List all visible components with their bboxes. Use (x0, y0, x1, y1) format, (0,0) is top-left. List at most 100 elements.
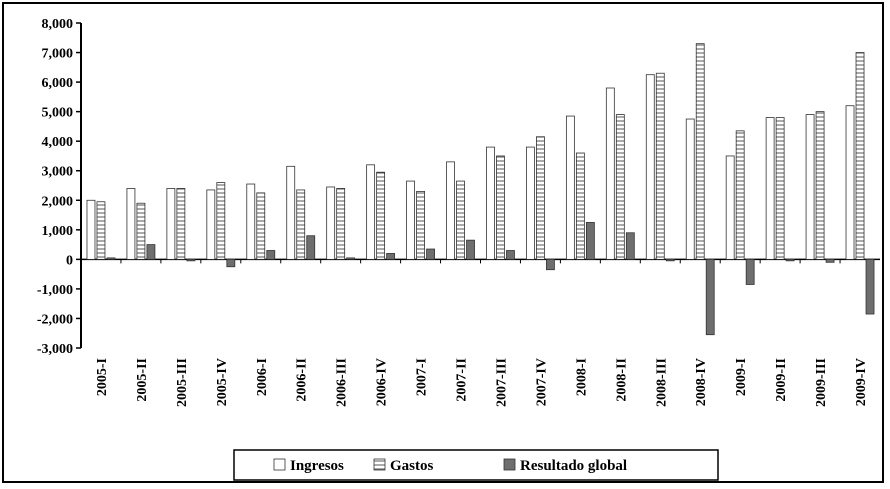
ingresos-bar (765, 117, 775, 260)
y-tick-label: -1,000 (37, 283, 73, 298)
resultado-global-bar (186, 258, 196, 262)
resultado-global-bar (625, 232, 635, 260)
x-tick-label: 2009-IV (854, 358, 869, 406)
resultado-global-bar (506, 250, 515, 260)
x-tick-label: 2005-II (135, 358, 150, 402)
x-axis-ticks: 2005-I 2005-II 2005-III 2005-IV 2006-I 2006-I… (80, 259, 869, 407)
gastos-bar (735, 130, 745, 260)
resultado-global-bar (745, 258, 755, 285)
y-tick-label: -2,000 (37, 312, 73, 327)
resultado-global-bar (865, 258, 875, 315)
ingresos-bar (366, 164, 376, 260)
ingresos-bar (645, 74, 655, 260)
resultado-global-bar (226, 258, 236, 268)
x-tick-label: 2009-III (814, 358, 829, 407)
gastos-bar (655, 72, 665, 260)
ingresos-bar (845, 105, 855, 260)
gastos-bar (815, 111, 825, 260)
ingresos-bar (805, 114, 815, 260)
ingresos-bar (126, 188, 136, 260)
x-tick-label: 2007-III (494, 358, 509, 407)
resultado-global-bar (825, 258, 835, 263)
y-tick-label: 2,000 (42, 194, 74, 209)
resultado-global-bar (106, 257, 116, 260)
ingresos-bar (86, 199, 96, 260)
y-tick-label: 5,000 (42, 106, 74, 121)
gastos-bar (575, 152, 585, 260)
resultado-global-bar (785, 258, 795, 262)
ingresos-bar (486, 146, 495, 260)
x-tick-label: 2008-IV (694, 358, 709, 406)
legend-swatch-gastos (373, 458, 386, 471)
ingresos-bar (286, 165, 296, 260)
axes (80, 23, 880, 348)
resultado-global-bar (146, 244, 156, 260)
gastos-bar (615, 114, 625, 260)
ingresos-bar (565, 115, 575, 260)
x-tick-label: 2006-I (255, 358, 270, 396)
x-tick-label: 2006-III (335, 358, 350, 407)
gastos-bar (296, 189, 306, 260)
ingresos-bar (246, 183, 256, 260)
y-tick-label: 4,000 (42, 135, 74, 150)
legend-swatch-resultado-global (503, 458, 516, 471)
ingresos-bar (605, 87, 615, 260)
ingresos-bar (446, 161, 455, 260)
gastos-bar (855, 52, 865, 260)
legend-box (233, 449, 719, 481)
gastos-bar (96, 201, 106, 260)
resultado-global-bar (665, 258, 675, 262)
legend-label-ingresos: Ingresos (290, 458, 344, 474)
y-tick-label: 3,000 (42, 165, 74, 180)
resultado-global-bar (426, 248, 435, 260)
ingresos-bar (526, 146, 535, 260)
resultado-global-bar (466, 239, 475, 260)
gastos-bar (256, 192, 266, 260)
y-tick-label: 1,000 (42, 224, 74, 239)
legend: Ingresos Gastos Resultado global (233, 449, 719, 481)
gastos-bar (336, 188, 346, 260)
x-tick-label: 2008-III (654, 358, 669, 407)
ingresos-bar (166, 188, 176, 260)
gastos-bar (536, 136, 545, 260)
gastos-bar (496, 155, 505, 260)
ingresos-bar (406, 180, 415, 260)
x-tick-label: 2005-III (175, 358, 190, 407)
gastos-bar (136, 202, 146, 260)
x-tick-label: 2009-II (774, 358, 789, 402)
ingresos-bar (685, 118, 695, 260)
x-tick-label: 2008-I (574, 358, 589, 396)
gastos-bar (216, 182, 226, 260)
y-axis-ticks: -3,000 -2,000 -1,000 0 1,000 2,000 3,000 4,000 5… (37, 17, 81, 357)
gastos-bar (376, 171, 386, 260)
resultado-global-bar (306, 235, 316, 260)
legend-label-gastos: Gastos (390, 458, 434, 474)
ingresos-bar (725, 155, 735, 260)
bars (86, 43, 875, 336)
legend-label-resultado-global: Resultado global (520, 458, 627, 474)
x-tick-label: 2007-IV (534, 358, 549, 406)
x-tick-label: 2006-IV (375, 358, 390, 406)
x-tick-label: 2006-II (295, 358, 310, 402)
x-tick-label: 2005-I (95, 358, 110, 396)
y-tick-label: 6,000 (42, 76, 74, 91)
x-tick-label: 2005-IV (215, 358, 230, 406)
gastos-bar (456, 180, 465, 260)
x-tick-label: 2007-II (455, 358, 470, 402)
resultado-global-bar (266, 250, 276, 260)
x-tick-label: 2009-I (734, 358, 749, 396)
gastos-bar (416, 191, 425, 260)
resultado-global-bar (705, 258, 715, 336)
x-tick-label: 2007-I (415, 358, 430, 396)
y-tick-label: -3,000 (37, 342, 73, 357)
gastos-bar (695, 43, 705, 260)
gastos-bar (775, 117, 785, 260)
gastos-bar (176, 188, 186, 260)
x-tick-label: 2008-II (614, 358, 629, 402)
resultado-global-bar (346, 257, 356, 260)
resultado-global-bar (546, 258, 555, 271)
y-tick-label: 0 (66, 253, 73, 268)
resultado-global-bar (386, 253, 396, 260)
y-tick-label: 7,000 (42, 47, 74, 62)
